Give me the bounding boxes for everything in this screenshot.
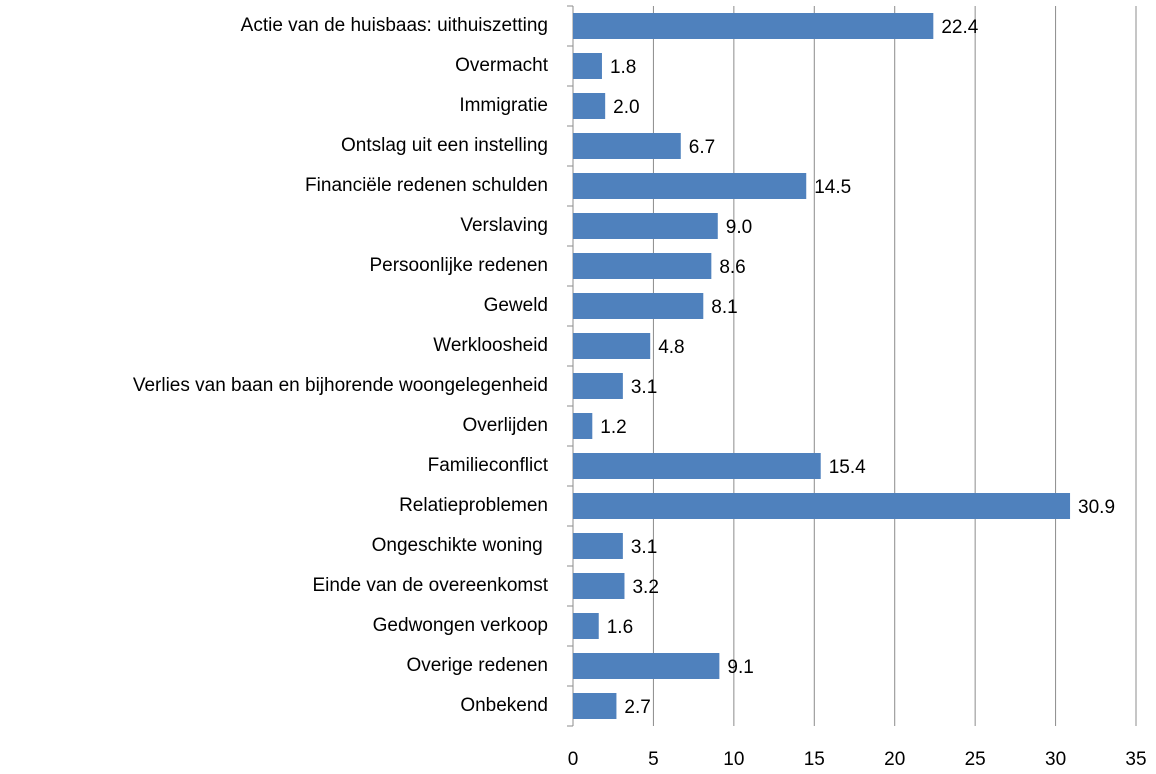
y-tick-label: Actie van de huisbaas: uithuiszetting [241,15,548,36]
value-label: 9.1 [727,657,753,678]
bar [573,453,821,479]
value-label: 9.0 [726,217,752,238]
y-tick-label: Persoonlijke redenen [369,255,548,276]
bar [573,213,718,239]
value-label: 6.7 [689,137,715,158]
value-label: 8.1 [711,297,737,318]
bar [573,493,1071,519]
value-label: 3.2 [632,577,658,598]
x-tick-label: 15 [804,749,825,770]
y-tick-label: Immigratie [459,95,548,116]
value-label: 1.8 [610,57,636,78]
y-tick-label: Werkloosheid [433,335,548,356]
y-tick-label: Gedwongen verkoop [373,615,548,636]
value-label: 8.6 [719,257,745,278]
bar [573,613,599,639]
bar [573,253,712,279]
bar [573,573,625,599]
y-tick-label: Ongeschikte woning [372,535,548,556]
x-tick-label: 35 [1125,749,1146,770]
value-label: 22.4 [941,17,978,38]
y-tick-label: Overlijden [462,415,548,436]
bar [573,173,807,199]
bar [573,133,681,159]
bar [573,293,704,319]
value-label: 30.9 [1078,497,1115,518]
bar [573,93,606,119]
x-tick-label: 25 [965,749,986,770]
y-tick-label: Relatieproblemen [399,495,548,516]
y-tick-label: Verslaving [460,215,548,236]
value-label: 1.6 [607,617,633,638]
bar [573,533,623,559]
y-tick-label: Verlies van baan en bijhorende woongeleg… [133,375,548,396]
bar [573,413,593,439]
value-label: 1.2 [600,417,626,438]
bar [573,13,934,39]
bar [573,53,602,79]
x-tick-label: 0 [568,749,579,770]
value-label: 14.5 [814,177,851,198]
bar [573,693,617,719]
y-tick-label: Overige redenen [406,655,548,676]
bar [573,373,623,399]
y-tick-label: Geweld [484,295,548,316]
value-label: 3.1 [631,377,657,398]
y-tick-label: Overmacht [455,55,549,76]
value-label: 4.8 [658,337,684,358]
bar [573,333,651,359]
value-label: 3.1 [631,537,657,558]
value-label: 2.0 [613,97,639,118]
y-tick-label: Ontslag uit een instelling [341,135,548,156]
y-tick-label: Einde van de overeenkomst [312,575,548,596]
x-tick-label: 10 [723,749,744,770]
x-tick-label: 30 [1045,749,1066,770]
y-tick-label: Onbekend [460,695,548,716]
bar [573,653,720,679]
value-label: 15.4 [829,457,866,478]
value-label: 2.7 [624,697,650,718]
x-tick-label: 20 [884,749,905,770]
y-tick-label: Familieconflict [428,455,549,476]
y-tick-label: Financiële redenen schulden [305,175,548,196]
x-tick-label: 5 [648,749,659,770]
